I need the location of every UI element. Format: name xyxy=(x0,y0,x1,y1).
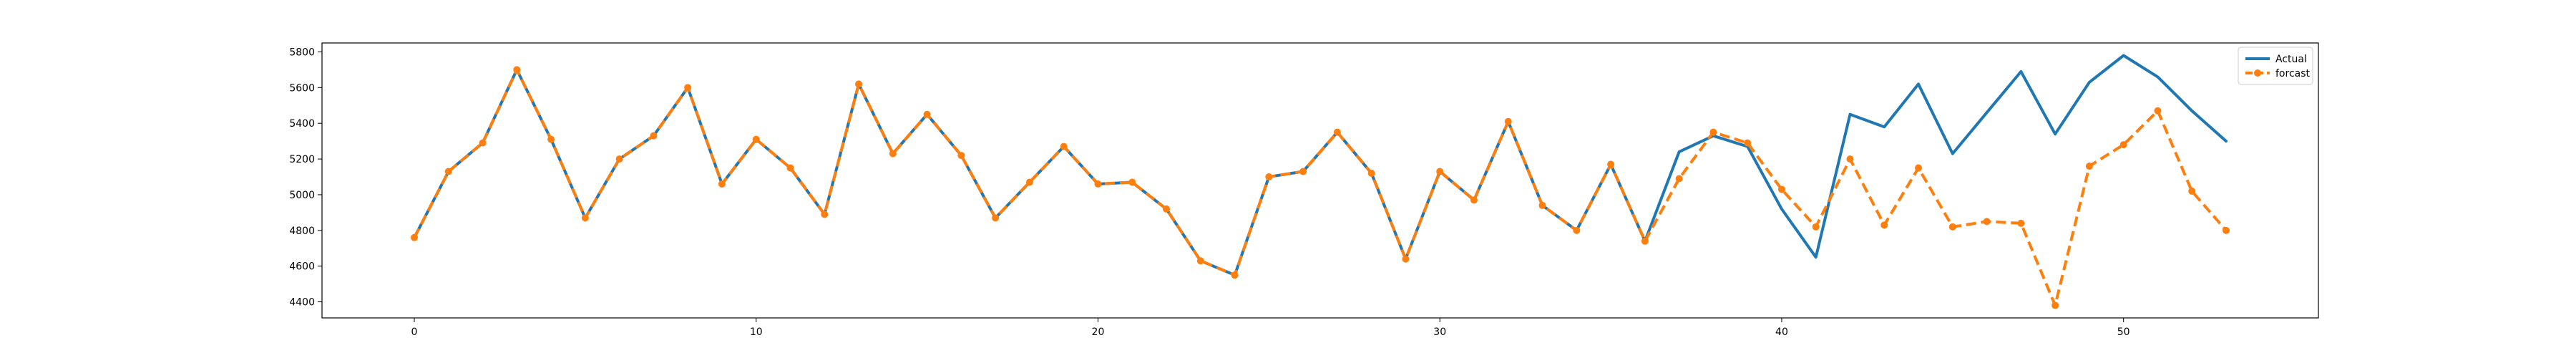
point-forcast-42 xyxy=(1846,155,1854,163)
point-forcast-22 xyxy=(1163,205,1171,213)
point-forcast-5 xyxy=(581,214,589,222)
x-tick-label-40: 40 xyxy=(1775,326,1788,338)
point-forcast-32 xyxy=(1504,117,1512,125)
point-forcast-10 xyxy=(752,135,760,143)
legend-label-forcast: forcast xyxy=(2275,68,2311,79)
y-tick-label-4800: 4800 xyxy=(289,226,315,237)
y-tick-label-5200: 5200 xyxy=(289,154,315,165)
point-forcast-11 xyxy=(786,164,794,172)
y-tick-label-5400: 5400 xyxy=(289,118,315,130)
point-forcast-18 xyxy=(1025,178,1033,186)
point-forcast-53 xyxy=(2223,226,2230,234)
point-forcast-0 xyxy=(410,233,418,241)
y-tick-label-5000: 5000 xyxy=(289,190,315,201)
point-forcast-27 xyxy=(1333,128,1341,136)
legend: Actual forcast xyxy=(2238,47,2313,85)
point-forcast-50 xyxy=(2119,141,2127,149)
y-tick-label-4400: 4400 xyxy=(289,297,315,309)
y-tick-label-5600: 5600 xyxy=(289,82,315,94)
point-forcast-14 xyxy=(889,150,897,158)
point-forcast-4 xyxy=(547,135,555,143)
point-forcast-44 xyxy=(1915,164,1923,172)
legend-label-actual: Actual xyxy=(2275,54,2307,65)
legend-marker-forcast xyxy=(2254,69,2261,77)
plot-frame xyxy=(321,42,2319,319)
point-forcast-48 xyxy=(2051,301,2059,309)
series-layer xyxy=(410,54,2230,309)
point-forcast-13 xyxy=(855,80,863,88)
x-tick-label-30: 30 xyxy=(1433,326,1446,338)
point-forcast-21 xyxy=(1128,178,1136,186)
point-forcast-25 xyxy=(1265,173,1273,181)
point-forcast-15 xyxy=(923,110,931,118)
series-line-forcast xyxy=(413,68,2228,307)
point-forcast-40 xyxy=(1777,185,1785,193)
point-forcast-30 xyxy=(1436,168,1444,175)
point-forcast-43 xyxy=(1880,221,1888,229)
point-forcast-19 xyxy=(1060,142,1068,150)
point-forcast-51 xyxy=(2154,107,2162,115)
point-forcast-31 xyxy=(1470,196,1478,204)
y-tick-label-5800: 5800 xyxy=(289,47,315,58)
x-tick-label-50: 50 xyxy=(2117,326,2130,338)
point-forcast-38 xyxy=(1709,128,1717,136)
point-forcast-9 xyxy=(718,180,726,188)
point-forcast-8 xyxy=(684,84,692,92)
point-forcast-2 xyxy=(479,139,487,147)
point-forcast-6 xyxy=(615,155,623,163)
y-tick-label-4600: 4600 xyxy=(289,261,315,273)
point-forcast-39 xyxy=(1744,139,1752,147)
x-tick-label-0: 0 xyxy=(411,326,418,338)
point-forcast-52 xyxy=(2188,187,2196,195)
point-forcast-49 xyxy=(2085,163,2093,170)
point-forcast-17 xyxy=(992,214,1000,222)
point-forcast-24 xyxy=(1231,271,1239,279)
point-forcast-46 xyxy=(1983,218,1991,226)
point-forcast-34 xyxy=(1573,226,1581,234)
point-forcast-36 xyxy=(1641,237,1649,245)
point-forcast-16 xyxy=(957,152,965,160)
x-tick-label-20: 20 xyxy=(1092,326,1105,338)
point-forcast-35 xyxy=(1607,160,1615,168)
point-forcast-47 xyxy=(2017,219,2025,227)
point-forcast-1 xyxy=(444,168,452,175)
point-forcast-3 xyxy=(513,66,521,74)
point-forcast-45 xyxy=(1948,223,1956,231)
point-forcast-41 xyxy=(1812,223,1820,231)
x-tick-label-10: 10 xyxy=(750,326,763,338)
point-forcast-37 xyxy=(1675,175,1683,183)
point-forcast-7 xyxy=(650,132,658,140)
point-forcast-26 xyxy=(1299,168,1307,175)
point-forcast-29 xyxy=(1402,255,1410,263)
axes-layer: 0 10 20 30 40 50 4400 4600 4800 5000 5200 5400 5600 5… xyxy=(289,42,2319,338)
point-forcast-12 xyxy=(821,211,829,218)
point-forcast-23 xyxy=(1196,257,1204,265)
point-forcast-20 xyxy=(1094,180,1102,188)
point-forcast-33 xyxy=(1538,201,1546,209)
point-forcast-28 xyxy=(1367,170,1375,178)
